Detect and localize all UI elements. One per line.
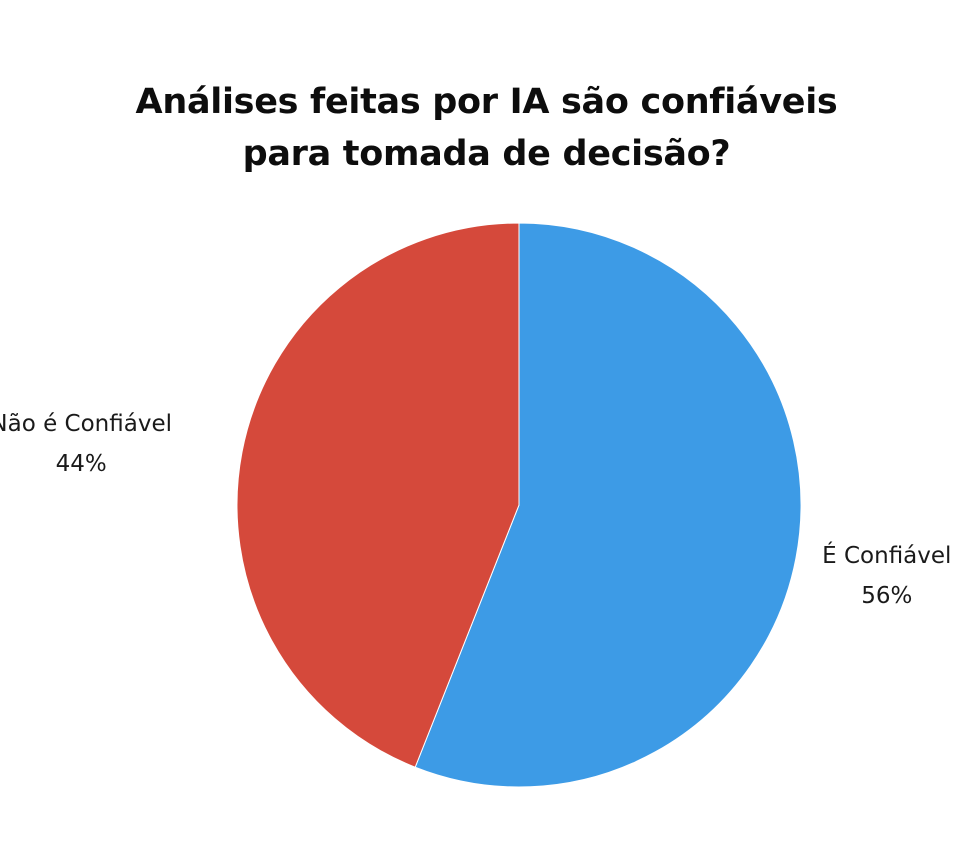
pie-label-name-1: Não é Confiável [0,411,172,437]
pie-label-0: É Confiável 56% [822,541,951,609]
pie-labels: É Confiável 56% Não é Confiável 44% [0,411,951,609]
pie-label-name-0: É Confiável [822,541,951,569]
pie-slices [236,222,802,788]
pie-slice-1 [236,222,520,768]
pie-slice-0 [414,222,802,788]
chart-title-line-2: para tomada de decisão? [242,134,731,174]
chart-title: Análises feitas por IA são confiáveis pa… [0,76,973,180]
pie-label-1: Não é Confiável 44% [0,411,172,477]
chart-title-line-1: Análises feitas por IA são confiáveis [135,82,838,122]
pie-label-value-1: 44% [56,451,107,477]
pie-label-value-0: 56% [861,583,912,609]
